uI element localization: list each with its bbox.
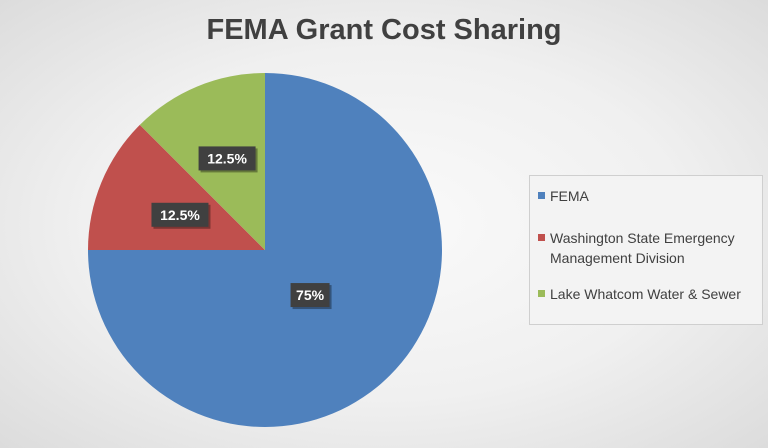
legend-label: Lake Whatcom Water & Sewer: [550, 286, 741, 302]
data-label-fema: 75%: [290, 283, 332, 310]
data-label-lake-whatcom: 12.5%: [198, 146, 258, 173]
legend-item-lake-whatcom: Lake Whatcom Water & Sewer: [536, 284, 756, 304]
chart-title: FEMA Grant Cost Sharing: [206, 14, 562, 46]
pie-slice-washington-state: [88, 124, 265, 250]
legend-label: Washington State Emergency Management Di…: [550, 230, 735, 266]
legend: FEMA Washington State Emergency Manageme…: [529, 175, 763, 325]
legend-item-fema: FEMA: [536, 186, 756, 206]
legend-item-washington-state: Washington State Emergency Management Di…: [536, 228, 756, 268]
data-label-washington-state: 12.5%: [151, 202, 211, 229]
svg-text:12.5%: 12.5%: [207, 150, 247, 166]
legend-swatch: [538, 290, 545, 297]
svg-text:12.5%: 12.5%: [160, 207, 200, 223]
svg-text:75%: 75%: [296, 287, 325, 303]
legend-swatch: [538, 234, 545, 241]
legend-label: FEMA: [550, 188, 589, 204]
legend-swatch: [538, 192, 545, 199]
